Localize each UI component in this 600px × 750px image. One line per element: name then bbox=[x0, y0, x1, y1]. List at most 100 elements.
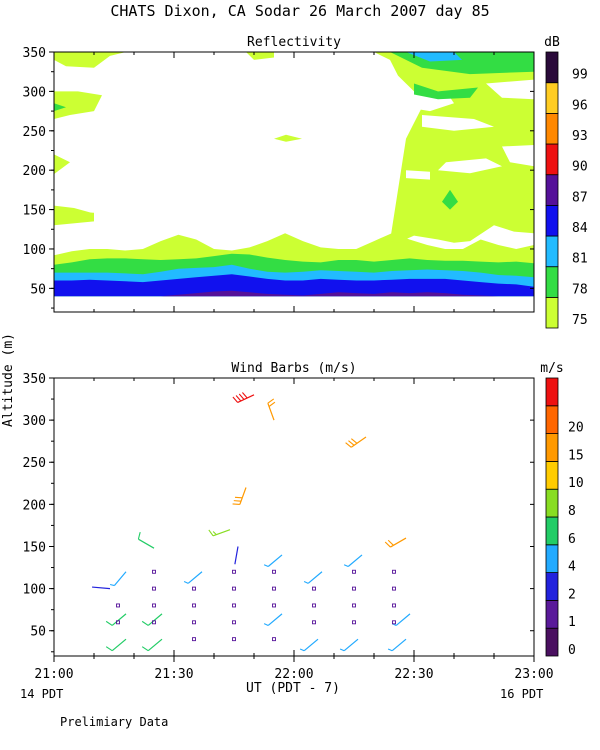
windspeed-colorbar: 0 1 2 4 6 8 10 15 20 bbox=[545, 377, 584, 658]
reflectivity-patch-13 bbox=[502, 145, 534, 167]
reflectivity-patch-0 bbox=[54, 52, 126, 68]
reflectivity-patch-19 bbox=[522, 193, 534, 202]
calm-marker bbox=[116, 603, 120, 608]
reflectivity-band-3 bbox=[54, 274, 534, 297]
wind-xtick-label: 22:00 bbox=[274, 667, 313, 682]
right-time-note: 16 PDT bbox=[500, 687, 543, 701]
wind-colorbar-swatch bbox=[545, 460, 559, 490]
wind-barb bbox=[345, 436, 367, 448]
wind-ytick-label: 50 bbox=[30, 625, 46, 640]
x-axis-label: UT (PDT - 7) bbox=[246, 681, 340, 696]
reflectivity-upper-patches bbox=[54, 52, 534, 243]
reflectivity-band-4 bbox=[54, 290, 534, 297]
wind-colorbar-label: 15 bbox=[568, 448, 584, 463]
refl-colorbar-swatch bbox=[545, 82, 559, 114]
wind-barb bbox=[232, 392, 255, 403]
calm-marker bbox=[312, 603, 316, 608]
calm-marker bbox=[116, 620, 120, 625]
wind-xtick-label: 23:00 bbox=[514, 667, 553, 682]
reflectivity-panel: 50 100 150 200 250 300 350 bbox=[23, 46, 535, 313]
refl-colorbar-label: 93 bbox=[572, 129, 588, 144]
wind-colorbar-swatch bbox=[545, 516, 559, 546]
calm-marker bbox=[312, 586, 316, 591]
wind-xtick-label: 22:30 bbox=[394, 667, 433, 682]
wind-ytick-label: 300 bbox=[23, 414, 46, 429]
reflectivity-patch-3 bbox=[54, 154, 70, 175]
wind-barb bbox=[343, 554, 363, 567]
reflectivity-patch-8 bbox=[374, 52, 534, 243]
refl-colorbar-swatch bbox=[545, 266, 559, 298]
calm-marker bbox=[192, 603, 196, 608]
wind-barb bbox=[183, 571, 203, 584]
windbarb-plot-frame bbox=[53, 377, 535, 657]
calm-marker bbox=[392, 586, 396, 591]
refl-colorbar-label: 90 bbox=[572, 160, 588, 175]
wind-colorbar-label: 2 bbox=[568, 587, 576, 602]
wind-colorbar-swatch bbox=[545, 377, 559, 407]
calm-marker bbox=[192, 586, 196, 591]
calm-marker bbox=[392, 569, 396, 574]
wind-barb bbox=[109, 571, 127, 587]
refl-colorbar-label: 75 bbox=[572, 313, 588, 328]
windspeed-colorbar-unit: m/s bbox=[540, 361, 563, 376]
refl-ytick-label: 100 bbox=[23, 243, 46, 258]
wind-barb bbox=[299, 638, 319, 652]
wind-colorbar-label: 8 bbox=[568, 504, 576, 519]
calm-marker bbox=[232, 569, 236, 574]
wind-colorbar-label: 20 bbox=[568, 421, 584, 436]
calm-marker bbox=[272, 569, 276, 574]
calm-marker bbox=[152, 603, 156, 608]
wind-barb bbox=[267, 398, 276, 421]
wind-colorbar-swatch bbox=[545, 627, 559, 657]
refl-colorbar-swatch bbox=[545, 204, 559, 237]
wind-barb bbox=[105, 638, 127, 652]
calm-marker bbox=[272, 603, 276, 608]
wind-colorbar-label: 6 bbox=[568, 532, 576, 547]
wind-colorbar-swatch bbox=[545, 600, 559, 629]
calm-marker bbox=[352, 586, 356, 591]
refl-colorbar-label: 96 bbox=[572, 98, 588, 113]
wind-barb bbox=[208, 529, 231, 537]
refl-colorbar-swatch bbox=[545, 235, 559, 268]
refl-ytick-label: 250 bbox=[23, 125, 46, 140]
refl-colorbar-swatch bbox=[545, 143, 559, 176]
calm-marker bbox=[392, 620, 396, 625]
reflectivity-patch-11 bbox=[486, 79, 534, 100]
calm-marker bbox=[152, 586, 156, 591]
wind-barb bbox=[263, 613, 283, 626]
calm-marker bbox=[352, 620, 356, 625]
wind-colorbar-label: 4 bbox=[568, 560, 576, 575]
wind-ytick-label: 200 bbox=[23, 498, 46, 513]
windbarb-title: Wind Barbs (m/s) bbox=[231, 361, 356, 376]
refl-colorbar-label: 99 bbox=[572, 68, 588, 83]
reflectivity-patch-10 bbox=[422, 115, 494, 131]
wind-ytick-label: 100 bbox=[23, 583, 46, 598]
reflectivity-title: Reflectivity bbox=[247, 35, 341, 50]
calm-marker bbox=[152, 620, 156, 625]
wind-colorbar-swatch bbox=[545, 572, 559, 601]
reflectivity-patch-18 bbox=[442, 189, 458, 210]
refl-colorbar-label: 87 bbox=[572, 190, 588, 205]
wind-colorbar-swatch bbox=[545, 488, 559, 518]
wind-barb bbox=[263, 554, 283, 567]
calm-marker bbox=[352, 603, 356, 608]
footer-note: Prelimiary Data bbox=[60, 715, 168, 729]
calm-marker bbox=[192, 637, 196, 642]
calm-marker bbox=[352, 569, 356, 574]
calm-marker bbox=[392, 603, 396, 608]
refl-colorbar-label: 81 bbox=[572, 252, 588, 267]
refl-ytick-label: 300 bbox=[23, 85, 46, 100]
refl-colorbar-swatch bbox=[545, 51, 559, 84]
reflectivity-patch-14 bbox=[406, 170, 430, 180]
reflectivity-patch-7 bbox=[274, 134, 302, 142]
windbarb-marks bbox=[92, 392, 411, 652]
refl-colorbar-label: 78 bbox=[572, 282, 588, 297]
wind-xtick-label: 21:30 bbox=[154, 667, 193, 682]
reflectivity-patch-1 bbox=[54, 91, 102, 119]
calm-marker bbox=[312, 620, 316, 625]
windbarb-x-axis: 21:00 21:30 22:00 22:30 23:00 bbox=[34, 378, 554, 682]
windbarb-y-axis: 50 100 150 200 250 300 350 bbox=[23, 372, 534, 653]
wind-ytick-label: 250 bbox=[23, 456, 46, 471]
reflectivity-y-axis: 50 100 150 200 250 300 350 bbox=[23, 46, 534, 309]
